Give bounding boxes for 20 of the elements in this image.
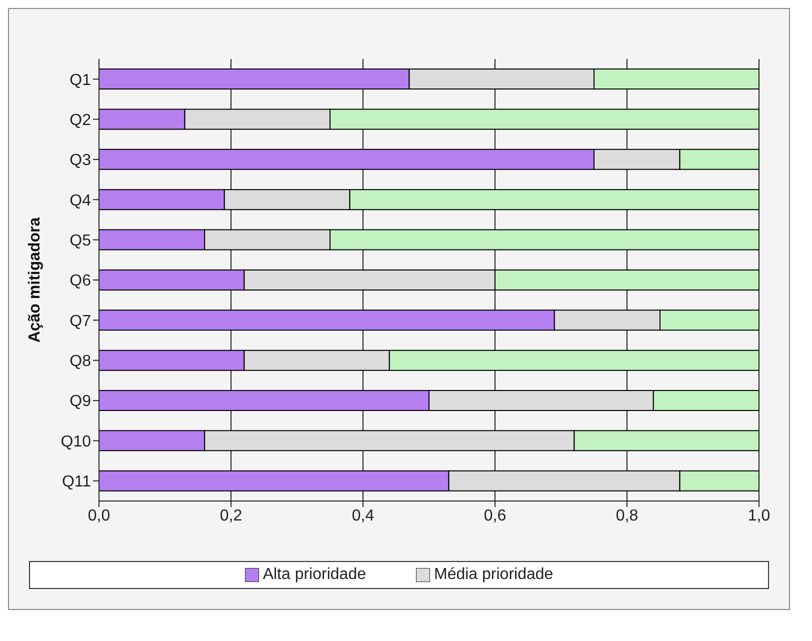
y-tick-label: Q3 xyxy=(70,152,92,170)
y-axis-title: Ação mitigadora xyxy=(26,217,44,343)
y-tick-label: Q7 xyxy=(70,312,92,330)
x-tick-label: 0,2 xyxy=(220,507,242,524)
x-tick-label: 0,6 xyxy=(484,507,506,524)
y-tick-label: Q2 xyxy=(70,112,92,129)
y-tick-label: Q9 xyxy=(70,393,92,410)
legend-label: Média prioridade xyxy=(434,566,554,584)
x-tick-label: 0,0 xyxy=(88,507,110,524)
y-tick-label: Q11 xyxy=(62,474,92,491)
y-tick-label: Q5 xyxy=(70,232,92,250)
y-tick-label: Q8 xyxy=(70,353,92,370)
y-tick-label: Q6 xyxy=(70,272,92,290)
legend-label: Alta prioridade xyxy=(262,566,366,584)
y-tick-label: Q10 xyxy=(60,433,92,450)
y-tick-label: Q4 xyxy=(70,192,92,210)
x-tick-label: 1,0 xyxy=(748,507,770,524)
y-tick-label: Q1 xyxy=(70,72,92,89)
x-tick-label: 0,8 xyxy=(616,507,638,524)
x-tick-label: 0,4 xyxy=(352,507,374,524)
